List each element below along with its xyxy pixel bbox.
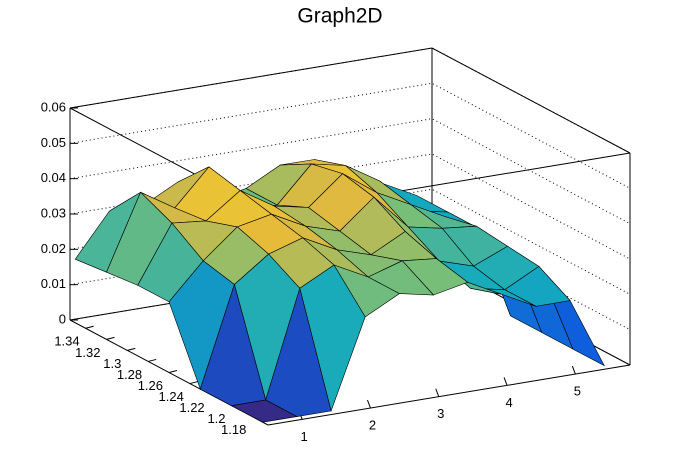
surface-cell <box>230 399 298 423</box>
y-tick-label: 1.2 <box>207 411 225 426</box>
grid-line <box>69 47 631 154</box>
y-tick-label: 1.26 <box>138 378 163 393</box>
y-tick <box>148 358 157 362</box>
grid-line <box>69 153 631 260</box>
x-tick <box>435 388 440 397</box>
x-tick-label: 3 <box>437 406 444 421</box>
z-tick-label: 0.06 <box>41 99 66 114</box>
grid-line <box>69 118 631 225</box>
z-tick-label: 0.04 <box>41 170 66 185</box>
y-tick-label: 1.34 <box>54 334 79 349</box>
x-tick-label: 5 <box>574 383 581 398</box>
grid-line <box>69 188 631 295</box>
y-tick <box>127 347 136 351</box>
y-tick-label: 1.28 <box>117 367 142 382</box>
y-tick <box>106 336 115 340</box>
x-axis <box>267 364 631 426</box>
y-tick <box>189 381 198 385</box>
y-tick <box>85 325 94 329</box>
z-tick-label: 0 <box>59 311 66 326</box>
grid-line <box>69 82 631 189</box>
z-tick-label: 0.03 <box>41 205 66 220</box>
z-tick-label: 0.02 <box>41 241 66 256</box>
y-tick-label: 1.22 <box>179 400 204 415</box>
x-tick-label: 4 <box>505 395 512 410</box>
x-tick <box>571 365 576 375</box>
y-tick-label: 1.18 <box>221 422 246 437</box>
z-tick-label: 0.01 <box>41 276 66 291</box>
y-tick <box>168 370 178 373</box>
y-tick-label: 1.24 <box>159 389 184 404</box>
z-tick-label: 0.05 <box>41 135 66 150</box>
y-tick-label: 1.32 <box>75 345 100 360</box>
x-tick-label: 2 <box>369 417 376 432</box>
x-tick <box>503 377 508 386</box>
x-tick <box>366 399 371 409</box>
chart-title: Graph2D <box>297 5 382 28</box>
x-tick-label: 1 <box>301 429 308 444</box>
y-tick-label: 1.3 <box>103 356 121 371</box>
